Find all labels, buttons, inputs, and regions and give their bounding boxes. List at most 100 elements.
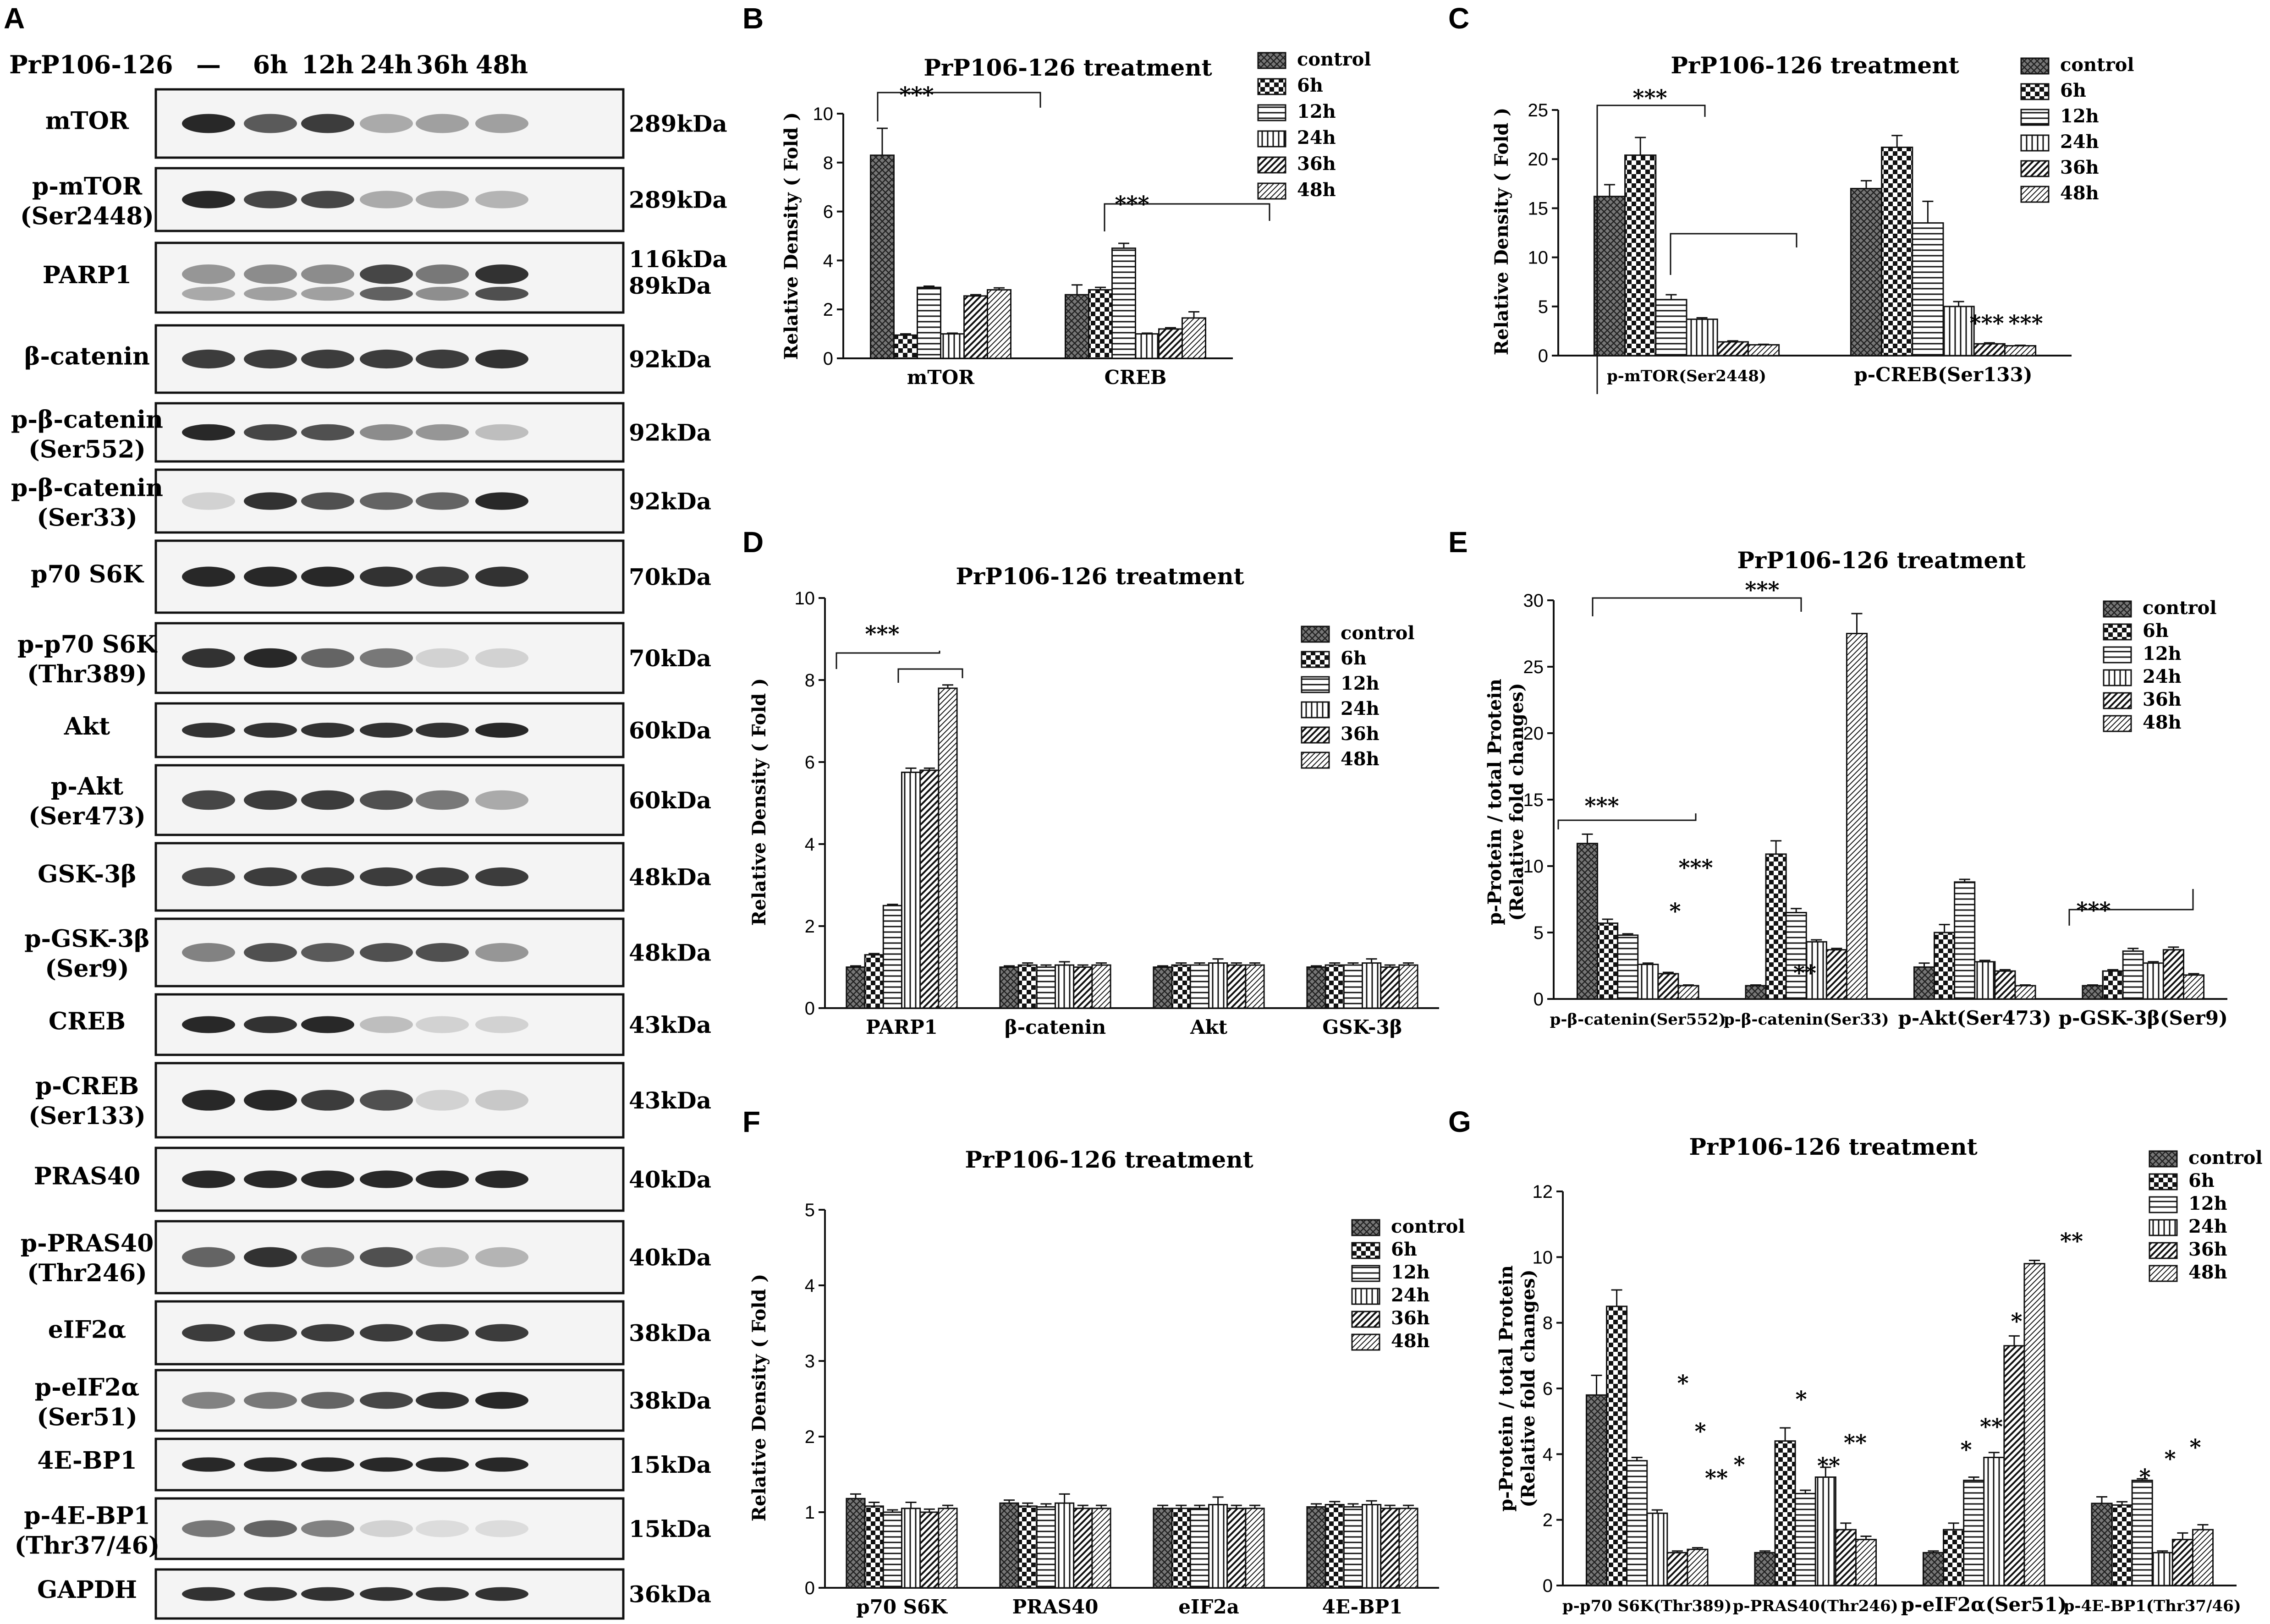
blot-protein-name: PRAS40: [34, 1162, 141, 1190]
blot-site-label: (Thr389): [27, 660, 147, 688]
legend-label: 12h: [2060, 105, 2099, 127]
blot-band: [416, 1247, 469, 1267]
bar: [1912, 222, 1944, 357]
blot-band: [416, 566, 469, 587]
blot-band: [244, 943, 297, 962]
bar: [1593, 196, 1626, 357]
legend-label: control: [2143, 597, 2217, 619]
bar: [2162, 949, 2184, 1000]
blot-band: [301, 1090, 354, 1111]
bar: [864, 1505, 884, 1589]
bar: [1855, 1539, 1877, 1586]
legend-label: 24h: [1341, 698, 1380, 719]
significance-bracket: [835, 651, 940, 669]
blot-band: [244, 349, 297, 369]
bar: [893, 334, 918, 359]
bar: [1153, 966, 1173, 1009]
blot-band: [475, 286, 528, 301]
blot-band: [244, 648, 297, 668]
blot-protein-name: p-Akt: [51, 773, 123, 801]
y-tick-label: 20: [1523, 724, 1544, 744]
molecular-weight-label: 48kDa: [629, 939, 711, 966]
y-tick-label: 0: [1538, 346, 1548, 366]
y-axis-label: p-Protein / total Protein(Relative fold …: [1495, 1265, 1539, 1512]
significance-bracket: [1104, 203, 1270, 231]
legend-swatch: [1301, 651, 1330, 668]
blot-band: [360, 790, 413, 810]
y-tick-label: 4: [805, 1276, 815, 1296]
blot-row: p-CREB(Ser133) 43kDa: [28, 1062, 711, 1139]
lane-label: —: [196, 50, 221, 79]
bar: [2131, 1480, 2153, 1586]
x-category-label: PRAS40: [1012, 1596, 1099, 1618]
y-tick-label: 10: [795, 588, 815, 609]
legend-swatch: [2020, 57, 2050, 75]
legend-swatch: [2103, 669, 2132, 686]
blot-band: [360, 1520, 413, 1537]
blot-band: [416, 191, 469, 208]
y-tick-label: 5: [805, 1200, 815, 1220]
y-tick-label: 5: [1533, 923, 1544, 943]
legend-label: 24h: [1391, 1284, 1430, 1306]
bar: [1158, 328, 1183, 359]
legend-label: 12h: [2143, 643, 2182, 664]
blot-band: [416, 1170, 469, 1188]
bar: [1073, 1508, 1093, 1589]
blot-band: [416, 867, 469, 887]
blot-row: β-catenin 92kDa: [24, 324, 711, 394]
blot-band: [244, 790, 297, 810]
x-category-label: p70 S6K: [856, 1596, 948, 1618]
blot-band: [416, 1016, 469, 1033]
legend-swatch: [1257, 182, 1286, 200]
blot-band: [301, 1457, 354, 1472]
bar: [1226, 1508, 1247, 1589]
blot-protein-name: p-β-catenin: [11, 474, 163, 502]
bar: [846, 1498, 866, 1589]
bar: [1716, 341, 1749, 357]
blot-band: [360, 1457, 413, 1472]
blot-band: [360, 349, 413, 369]
bar: [1983, 1457, 2005, 1586]
blot-band: [416, 424, 469, 441]
blot-band: [360, 286, 413, 301]
legend-label: 36h: [2188, 1239, 2227, 1260]
blot-band: [301, 424, 354, 441]
y-tick-label: 2: [805, 1427, 815, 1447]
legend-label: 6h: [2060, 80, 2086, 101]
bar: [940, 333, 965, 359]
blot-band: [475, 1392, 528, 1409]
blot-protein-name: GAPDH: [37, 1576, 137, 1604]
blot-site-label: (Ser473): [28, 802, 146, 830]
legend-label: 12h: [1341, 673, 1380, 694]
bar: [987, 289, 1011, 359]
blot-band: [301, 492, 354, 510]
legend-label: 6h: [1341, 647, 1367, 669]
chart-panel: G PrP106-126 treatment 0 2 4 6 8 10 12 p-Protein …: [1448, 1105, 2263, 1616]
bar: [1380, 1508, 1400, 1589]
bar: [1325, 964, 1345, 1009]
blot-row: p-4E-BP1(Thr37/46) 15kDa: [15, 1497, 711, 1560]
bar: [1626, 1460, 1648, 1586]
blot-band: [416, 1392, 469, 1409]
bar: [1677, 985, 1699, 1000]
molecular-weight-label: 289kDa: [629, 110, 727, 137]
legend-label: 48h: [1297, 179, 1336, 201]
blot-band: [301, 648, 354, 668]
molecular-weight-label: 92kDa: [629, 488, 711, 515]
significance-marker: ***: [865, 621, 899, 647]
blot-band: [182, 349, 235, 369]
legend-swatch: [2149, 1242, 2178, 1259]
blot-band: [475, 723, 528, 738]
blot-band: [244, 1520, 297, 1537]
blot-row: mTOR 289kDa: [45, 88, 727, 159]
blot-site-label: (Ser33): [37, 504, 137, 532]
significance-marker: ***: [1115, 192, 1149, 217]
bar: [1036, 1506, 1056, 1589]
blot-band: [244, 1247, 297, 1267]
bar: [1794, 1492, 1816, 1586]
blot-band: [244, 566, 297, 587]
blot-band: [182, 264, 235, 284]
blot-band: [360, 867, 413, 887]
legend-label: 48h: [1341, 748, 1380, 770]
